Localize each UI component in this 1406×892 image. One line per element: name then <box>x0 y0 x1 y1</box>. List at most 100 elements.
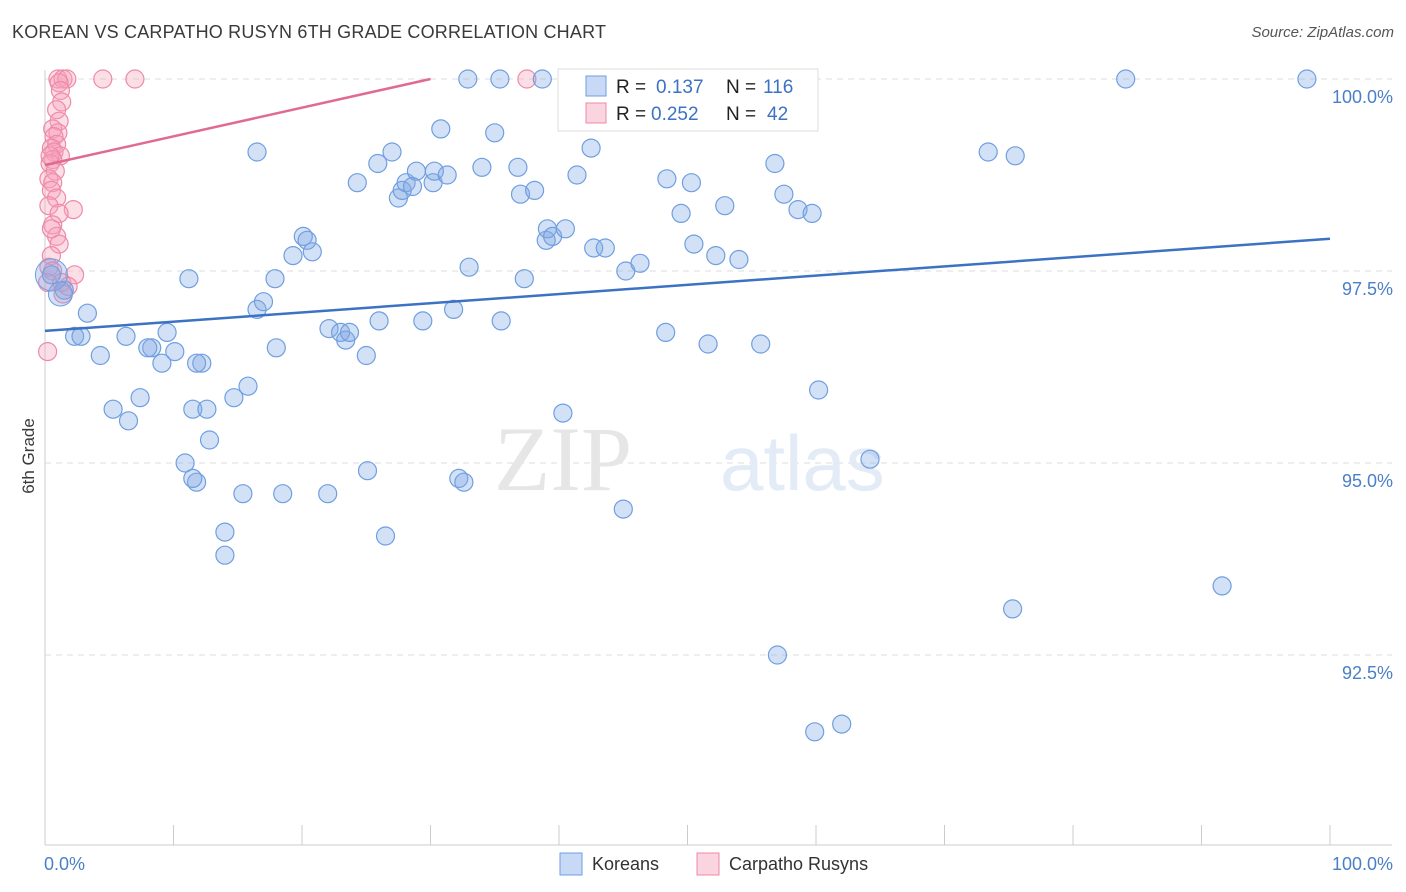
korean-point-19 <box>192 353 212 373</box>
korean-point-40 <box>318 484 338 504</box>
chart-title: KOREAN VS CARPATHO RUSYN 6TH GRADE CORRE… <box>12 22 607 42</box>
korean-point-82 <box>581 138 601 158</box>
korean-point-87 <box>630 253 650 273</box>
korean-point-2 <box>77 303 98 323</box>
carpatho-rusyn-point-21 <box>43 173 63 193</box>
korean-point-38 <box>302 242 322 262</box>
korean-point-12 <box>130 388 150 408</box>
bottom-legend-carpatho-rusyns: Carpatho Rusyns <box>729 854 868 874</box>
korean-point-34 <box>273 484 293 504</box>
korean-point-18 <box>183 468 203 488</box>
korean-point-112 <box>1116 69 1136 89</box>
carpatho-rusyn-point-13 <box>46 134 67 154</box>
korean-point-39 <box>319 319 339 339</box>
bottom-legend-koreans: Koreans <box>592 854 659 874</box>
legend-n-label-1: N = <box>726 77 756 98</box>
korean-point-45 <box>357 461 378 481</box>
korean-point-56 <box>413 311 433 331</box>
korean-point-54 <box>402 176 423 197</box>
korean-cluster-bubble-0 <box>34 258 68 292</box>
korean-point-10 <box>103 399 123 419</box>
trend-lines <box>44 77 1331 333</box>
y-tick-label-2: 97.5% <box>1342 279 1393 299</box>
korean-point-110 <box>1005 146 1025 166</box>
korean-point-28 <box>238 376 258 396</box>
korean-point-107 <box>832 714 852 734</box>
carpatho-rusyn-point-38 <box>517 69 537 89</box>
carpatho-rusyn-point-8 <box>46 100 67 120</box>
korean-point-58 <box>424 161 444 181</box>
bottom-legend-swatch-koreans <box>559 852 583 876</box>
korean-point-99 <box>751 334 771 354</box>
carpatho-rusyn-point-3 <box>93 69 113 89</box>
korean-point-93 <box>684 234 704 254</box>
korean-point-69 <box>491 311 511 331</box>
korean-point-43 <box>339 322 360 342</box>
korean-point-49 <box>382 142 402 162</box>
korean-point-25 <box>233 484 253 504</box>
korean-point-20 <box>183 399 203 419</box>
korean-point-79 <box>553 403 573 423</box>
korean-point-6 <box>116 326 136 346</box>
korean-point-73 <box>524 180 545 200</box>
legend-r-label-2: R = <box>616 104 646 125</box>
watermark-zip: ZIP <box>494 408 632 510</box>
korean-point-109 <box>978 142 998 162</box>
korean-cluster-bubble-1 <box>47 281 73 307</box>
carpatho-rusyn-point-25 <box>63 200 83 220</box>
korean-point-72 <box>514 269 534 289</box>
korean-point-46 <box>356 345 376 366</box>
axes <box>44 70 1392 846</box>
korean-point-62 <box>449 468 469 488</box>
korean-point-97 <box>729 249 749 270</box>
korean-point-113 <box>1212 576 1232 596</box>
korean-point-70 <box>508 157 528 177</box>
korean-point-14 <box>165 342 185 362</box>
carpatho-rusyn-point-4 <box>125 69 145 89</box>
korean-point-114 <box>1297 69 1317 89</box>
korean-point-65 <box>459 257 479 277</box>
y-tick-labels: 92.5% 95.0% 97.5% 100.0% <box>1332 87 1393 683</box>
legend-n-label-2: N = <box>726 104 756 125</box>
korean-point-9 <box>138 338 158 358</box>
korean-point-71 <box>510 184 531 204</box>
korean-point-78 <box>555 219 576 239</box>
x-tick-labels: 0.0% 100.0% <box>44 854 1393 874</box>
korean-point-16 <box>175 453 195 473</box>
legend-r-label-1: R = <box>616 77 646 98</box>
legend-swatch-koreans <box>585 75 607 97</box>
carpatho-rusyn-point-26 <box>49 203 69 223</box>
korean-point-35 <box>283 246 303 266</box>
korean-point-55 <box>406 161 426 181</box>
korean-point-106 <box>805 722 825 742</box>
carpatho-rusyn-point-30 <box>41 246 62 266</box>
korean-point-89 <box>656 322 676 342</box>
x-tick-label-0: 0.0% <box>44 854 85 874</box>
watermark: ZIP atlas <box>494 408 885 510</box>
legend-r-value-1: 0.137 <box>656 77 704 98</box>
korean-point-13 <box>157 322 177 342</box>
korean-point-67 <box>485 123 505 143</box>
carpatho-rusyn-point-40 <box>41 219 62 239</box>
korean-point-26 <box>215 522 235 542</box>
korean-point-27 <box>215 545 235 565</box>
korean-point-5 <box>90 345 110 366</box>
korean-point-47 <box>368 153 388 174</box>
korean-point-24 <box>224 388 244 408</box>
trend-line-koreans <box>44 237 1331 333</box>
legend-n-value-1: 116 <box>763 77 793 98</box>
korean-point-0 <box>41 265 62 285</box>
data-points <box>34 69 1317 742</box>
korean-point-15 <box>179 269 199 289</box>
korean-point-3 <box>64 326 85 346</box>
korean-point-74 <box>532 69 552 89</box>
stats-legend: R = 0.137 N = 116 R = 0.252 N = 42 <box>557 68 819 132</box>
legend-n-value-2: 42 <box>767 104 788 125</box>
korean-point-96 <box>715 196 735 216</box>
korean-point-23 <box>199 430 220 450</box>
korean-point-86 <box>613 499 633 519</box>
korean-point-44 <box>347 173 367 193</box>
korean-point-66 <box>472 157 492 177</box>
korean-point-11 <box>118 411 139 431</box>
